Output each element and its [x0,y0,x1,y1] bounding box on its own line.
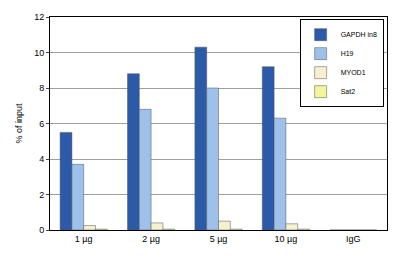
svg-text:2: 2 [39,190,44,200]
svg-text:6: 6 [39,119,44,129]
svg-text:12: 12 [34,12,44,22]
svg-text:MYOD1: MYOD1 [341,69,366,76]
svg-text:H19: H19 [341,50,354,57]
svg-text:GAPDH in8: GAPDH in8 [341,31,377,38]
svg-text:Sat2: Sat2 [341,88,356,95]
svg-text:8: 8 [39,83,44,93]
svg-text:0: 0 [39,225,44,235]
svg-text:IgG: IgG [346,234,361,244]
svg-text:10: 10 [34,48,44,58]
svg-text:10 µg: 10 µg [275,234,298,244]
svg-text:1 µg: 1 µg [75,234,93,244]
svg-text:4: 4 [39,154,44,164]
svg-text:5 µg: 5 µg [210,234,228,244]
svg-text:% of input: % of input [14,103,24,144]
svg-text:2 µg: 2 µg [142,234,160,244]
